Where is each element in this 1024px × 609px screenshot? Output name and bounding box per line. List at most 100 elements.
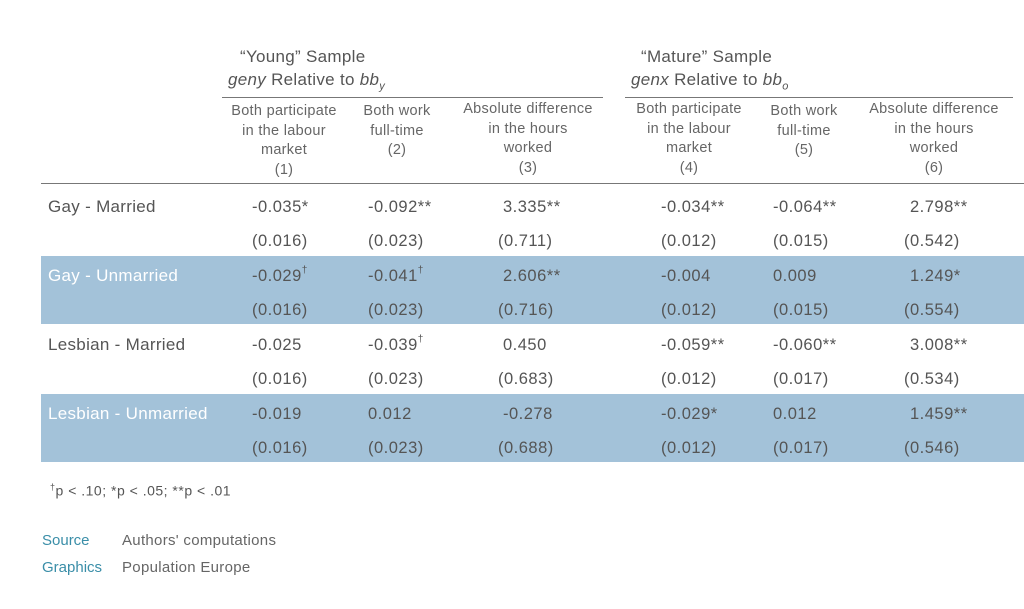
- coefficient-value: 3.335**: [503, 198, 561, 216]
- column-header-line: (4): [679, 159, 699, 176]
- coefficient-cell: 0.012: [773, 405, 883, 424]
- column-header-line: Both work: [770, 103, 838, 119]
- young-header-rule: [222, 97, 603, 98]
- coefficient-cell: -0.025: [252, 336, 362, 355]
- coefficient-value: -0.035*: [252, 198, 309, 216]
- column-header-line: market: [665, 140, 713, 156]
- standard-error-cell: (0.534): [904, 370, 960, 388]
- column-header-line: full-time: [370, 122, 424, 139]
- source-value: Authors' computations: [122, 532, 277, 549]
- young-base: bb: [359, 70, 380, 89]
- coefficient-cell: 3.008**: [910, 336, 1020, 355]
- dagger-symbol: †: [50, 482, 56, 492]
- coefficient-value: 2.798**: [910, 198, 968, 216]
- row-highlight-band: [41, 394, 1024, 462]
- standard-error-cell: (0.023): [368, 232, 424, 250]
- coefficient-value: 0.012: [368, 405, 412, 423]
- standard-error-cell: (0.716): [498, 301, 554, 319]
- coefficient-value: -0.092**: [368, 198, 432, 216]
- standard-error-cell: (0.015): [773, 232, 829, 250]
- column-header-6: Absolute difference in the hours worked (6): [854, 100, 1014, 178]
- coefficient-value: 0.450: [503, 336, 547, 354]
- standard-error-cell: (0.023): [368, 301, 424, 319]
- coefficient-cell: 2.606**: [503, 267, 613, 286]
- column-header-line: full-time: [777, 122, 831, 139]
- column-header-line: market: [260, 142, 308, 158]
- row-label: Lesbian - Married: [48, 335, 186, 354]
- column-header-line: in the labour: [647, 120, 731, 137]
- column-header-line: Absolute difference: [869, 101, 999, 117]
- row-label: Lesbian - Unmarried: [48, 404, 208, 423]
- coefficient-cell: -0.059**: [661, 336, 771, 355]
- coefficient-value: 1.459**: [910, 405, 968, 423]
- significance-footnote: †p < .10; *p < .05; **p < .01: [50, 482, 231, 499]
- column-header-line: in the labour: [242, 122, 326, 139]
- column-header-line: (6): [924, 159, 944, 176]
- column-header-line: worked: [503, 140, 553, 156]
- young-mid: Relative to: [266, 70, 360, 89]
- coefficient-value: -0.059**: [661, 336, 725, 354]
- coefficient-cell: -0.034**: [661, 198, 771, 217]
- standard-error-cell: (0.711): [498, 232, 553, 250]
- standard-error-cell: (0.012): [661, 370, 717, 388]
- coefficient-value: -0.278: [503, 405, 553, 423]
- footnote-text: p < .10; *p < .05; **p < .01: [55, 482, 232, 499]
- mature-sample-title: “Mature” Sample: [641, 47, 773, 66]
- column-header-5: Both work full-time (5): [724, 102, 884, 161]
- column-header-line: (1): [274, 161, 294, 178]
- coefficient-cell: -0.004: [661, 267, 771, 286]
- mature-header-rule: [625, 97, 1013, 98]
- coefficient-value: -0.025: [252, 336, 302, 354]
- column-header-line: (3): [518, 159, 538, 176]
- standard-error-cell: (0.017): [773, 439, 829, 457]
- coefficient-cell: -0.029*: [661, 405, 771, 424]
- column-header-1: Both participate in the labour market (1): [204, 102, 364, 180]
- young-index: y: [379, 80, 386, 93]
- coefficient-value: -0.004: [661, 267, 711, 285]
- column-header-line: Both participate: [636, 101, 742, 117]
- standard-error-cell: (0.023): [368, 370, 424, 388]
- coefficient-cell: -0.039†: [368, 334, 478, 355]
- standard-error-cell: (0.688): [498, 439, 554, 457]
- column-header-line: Absolute difference: [463, 101, 593, 117]
- column-header-line: in the hours: [894, 120, 974, 137]
- mature-base: bb: [762, 70, 783, 89]
- standard-error-cell: (0.016): [252, 232, 308, 250]
- mature-var: genx: [631, 70, 670, 89]
- standard-error-cell: (0.012): [661, 232, 717, 250]
- coefficient-cell: 3.335**: [503, 198, 613, 217]
- standard-error-cell: (0.016): [252, 301, 308, 319]
- coefficient-cell: -0.278: [503, 405, 613, 424]
- column-header-line: (2): [387, 142, 407, 158]
- row-label: Gay - Unmarried: [48, 266, 179, 285]
- column-header-line: in the hours: [488, 120, 568, 137]
- source-label: Source: [42, 532, 90, 549]
- coefficient-cell: 2.798**: [910, 198, 1020, 217]
- standard-error-cell: (0.023): [368, 439, 424, 457]
- coefficient-cell: 0.012: [368, 405, 478, 424]
- coefficient-value: -0.029*: [661, 405, 718, 423]
- standard-error-cell: (0.012): [661, 301, 717, 319]
- standard-error-cell: (0.016): [252, 370, 308, 388]
- graphics-value: Population Europe: [122, 559, 251, 576]
- row-label: Gay - Married: [48, 197, 156, 216]
- mature-index: o: [782, 80, 789, 93]
- standard-error-cell: (0.016): [252, 439, 308, 457]
- significance-mark: †: [417, 334, 424, 345]
- coefficient-value: -0.064**: [773, 198, 837, 216]
- significance-mark: †: [301, 265, 308, 276]
- coefficient-value: 1.249*: [910, 267, 961, 285]
- standard-error-cell: (0.542): [904, 232, 960, 250]
- mature-sample-subtitle: genx Relative to bbo: [631, 68, 789, 98]
- column-header-line: Both work: [363, 103, 431, 119]
- standard-error-cell: (0.015): [773, 301, 829, 319]
- coefficient-cell: -0.064**: [773, 198, 883, 217]
- young-sample-title: “Young” Sample: [240, 47, 366, 66]
- column-header-4: Both participate in the labour market (4): [609, 100, 769, 178]
- coefficient-value: -0.029: [252, 267, 302, 285]
- young-sample-subtitle: geny Relative to bby: [228, 68, 385, 98]
- column-header-line: (5): [794, 142, 814, 158]
- significance-mark: †: [417, 265, 424, 276]
- column-header-3: Absolute difference in the hours worked (3): [448, 100, 608, 178]
- coefficient-value: 0.009: [773, 267, 817, 285]
